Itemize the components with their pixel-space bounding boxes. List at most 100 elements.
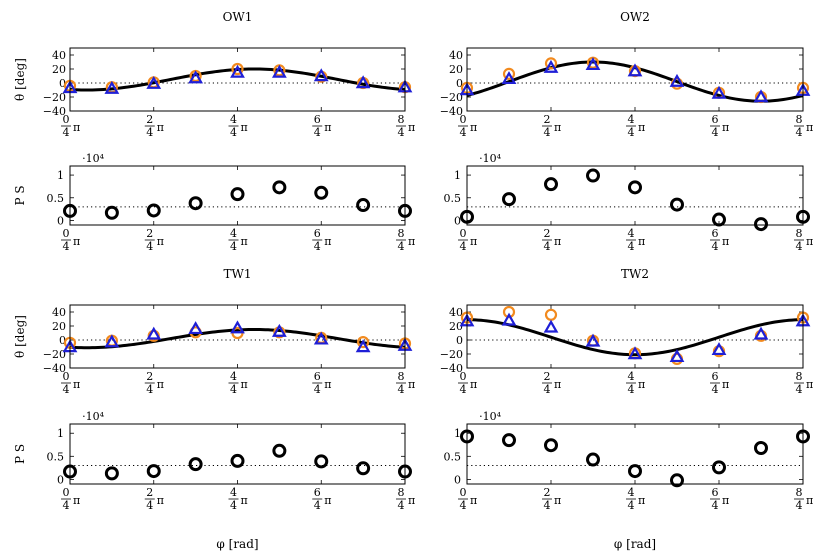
x-axis-label-left: φ [rad] xyxy=(216,537,258,551)
panel-8-black-circle-point xyxy=(586,452,600,467)
panel-2-ytick-label: −40 xyxy=(440,105,463,118)
svg-text:π: π xyxy=(806,494,813,507)
panel-1-orange-circle-point xyxy=(231,62,244,76)
svg-text:π: π xyxy=(324,494,331,507)
panel-2-blue-triangle-point xyxy=(627,63,643,77)
svg-text:4: 4 xyxy=(314,383,321,396)
svg-text:π: π xyxy=(73,494,80,507)
panel-5-xtick-label: 44 π xyxy=(228,370,248,396)
panel-7-multiplier: ·10⁴ xyxy=(82,410,104,423)
panel-6-blue-triangle-point xyxy=(627,346,643,360)
svg-text:4: 4 xyxy=(712,383,719,396)
svg-text:4: 4 xyxy=(628,240,635,253)
panel-6-ytick-label: −20 xyxy=(440,348,463,361)
panel-7-ylabel: P S xyxy=(13,444,27,464)
svg-text:0: 0 xyxy=(460,486,467,499)
svg-text:2: 2 xyxy=(544,486,551,499)
svg-text:2: 2 xyxy=(544,113,551,126)
panel-7-ytick-label: 1 xyxy=(57,427,64,440)
panel-8-ytick-label: 1 xyxy=(454,427,461,440)
panel-7-black-circle-point xyxy=(356,461,371,476)
panel-1-blue-triangle-point xyxy=(271,64,287,78)
panel-2-ytick-label: −20 xyxy=(440,91,463,104)
panel-1-blue-triangle-point xyxy=(104,80,120,94)
svg-text:6: 6 xyxy=(712,113,719,126)
panel-3-ylabel: P S xyxy=(13,185,27,205)
svg-text:4: 4 xyxy=(230,240,237,253)
svg-text:4: 4 xyxy=(544,499,551,512)
svg-text:π: π xyxy=(470,121,477,134)
svg-text:0: 0 xyxy=(460,227,467,240)
svg-text:4: 4 xyxy=(796,240,803,253)
panel-1-xtick-label: 24 π xyxy=(144,113,164,139)
svg-text:π: π xyxy=(806,378,813,391)
panel-2-ytick-label: 40 xyxy=(449,49,463,62)
panel-8-xtick-label: 64 π xyxy=(710,486,729,512)
svg-text:8: 8 xyxy=(398,227,405,240)
panel-6-xtick-label: 84 π xyxy=(794,370,813,396)
svg-text:2: 2 xyxy=(146,370,153,383)
panel-8-ytick-label: 0.5 xyxy=(444,450,462,463)
panel-1-ytick-label: −20 xyxy=(43,91,66,104)
svg-text:π: π xyxy=(470,378,477,391)
panel-8-black-circle-point xyxy=(754,441,768,455)
svg-text:π: π xyxy=(157,235,164,248)
svg-text:0: 0 xyxy=(460,370,467,383)
panel-7-xtick-label: 24 π xyxy=(144,486,164,512)
panel-3-xtick-label: 64 π xyxy=(312,227,331,253)
panel-3-xtick-label: 84 π xyxy=(396,227,415,253)
svg-text:π: π xyxy=(157,121,164,134)
panel-3-black-circle-point xyxy=(314,185,329,200)
svg-text:4: 4 xyxy=(398,240,405,253)
panel-4-multiplier: ·10⁴ xyxy=(479,152,501,165)
svg-text:π: π xyxy=(638,494,645,507)
svg-text:π: π xyxy=(722,494,729,507)
svg-text:4: 4 xyxy=(628,113,635,126)
panel-6-ytick-label: 20 xyxy=(449,320,463,333)
panel-1-blue-triangle-point xyxy=(230,64,245,78)
svg-text:π: π xyxy=(722,378,729,391)
panel-1-blue-triangle-point xyxy=(188,70,204,84)
panel-8-xtick-label: 24 π xyxy=(542,486,561,512)
panel-4-black-circle-point xyxy=(754,217,768,232)
panel-6-xtick-label: 64 π xyxy=(710,370,729,396)
svg-text:4: 4 xyxy=(398,499,405,512)
svg-text:6: 6 xyxy=(314,113,321,126)
panel-3-ytick-label: 1 xyxy=(57,169,64,182)
svg-text:2: 2 xyxy=(544,227,551,240)
svg-text:4: 4 xyxy=(146,240,153,253)
panel-8-ytick-label: 0 xyxy=(454,473,461,486)
svg-text:π: π xyxy=(408,494,415,507)
panel-5-blue-triangle-point xyxy=(355,339,371,353)
svg-text:8: 8 xyxy=(796,227,803,240)
panel-6-fit-curve xyxy=(466,318,804,357)
svg-text:4: 4 xyxy=(712,126,719,139)
panel-5-xtick-label: 04 π xyxy=(61,370,80,396)
panel-7-xtick-label: 84 π xyxy=(396,486,415,512)
svg-text:π: π xyxy=(470,235,477,248)
panel-8-xtick-label: 44 π xyxy=(626,486,645,512)
svg-text:4: 4 xyxy=(398,383,405,396)
svg-text:π: π xyxy=(722,121,729,134)
svg-text:0: 0 xyxy=(63,370,70,383)
panel-1-ytick-label: 0 xyxy=(59,77,66,90)
svg-text:4: 4 xyxy=(628,383,635,396)
panel-4-xtick-label: 44 π xyxy=(626,227,645,253)
panel-8-black-circle-point xyxy=(628,464,642,479)
panel-4-black-circle-point xyxy=(544,177,558,192)
svg-text:0: 0 xyxy=(460,113,467,126)
svg-text:4: 4 xyxy=(314,126,321,139)
panel-6-ytick-label: 0 xyxy=(456,334,463,347)
svg-text:4: 4 xyxy=(460,499,467,512)
panel-2-blue-triangle-point xyxy=(501,71,517,85)
svg-text:8: 8 xyxy=(796,113,803,126)
panel-5-ytick-label: 20 xyxy=(52,320,66,333)
svg-text:4: 4 xyxy=(314,240,321,253)
panel-4-xtick-label: 24 π xyxy=(542,227,561,253)
panel-1-ytick-label: −40 xyxy=(43,105,66,118)
svg-text:4: 4 xyxy=(398,126,405,139)
svg-text:0: 0 xyxy=(63,486,70,499)
svg-text:4: 4 xyxy=(146,383,153,396)
panel-4-black-circle-point xyxy=(586,168,600,183)
svg-text:2: 2 xyxy=(146,113,153,126)
